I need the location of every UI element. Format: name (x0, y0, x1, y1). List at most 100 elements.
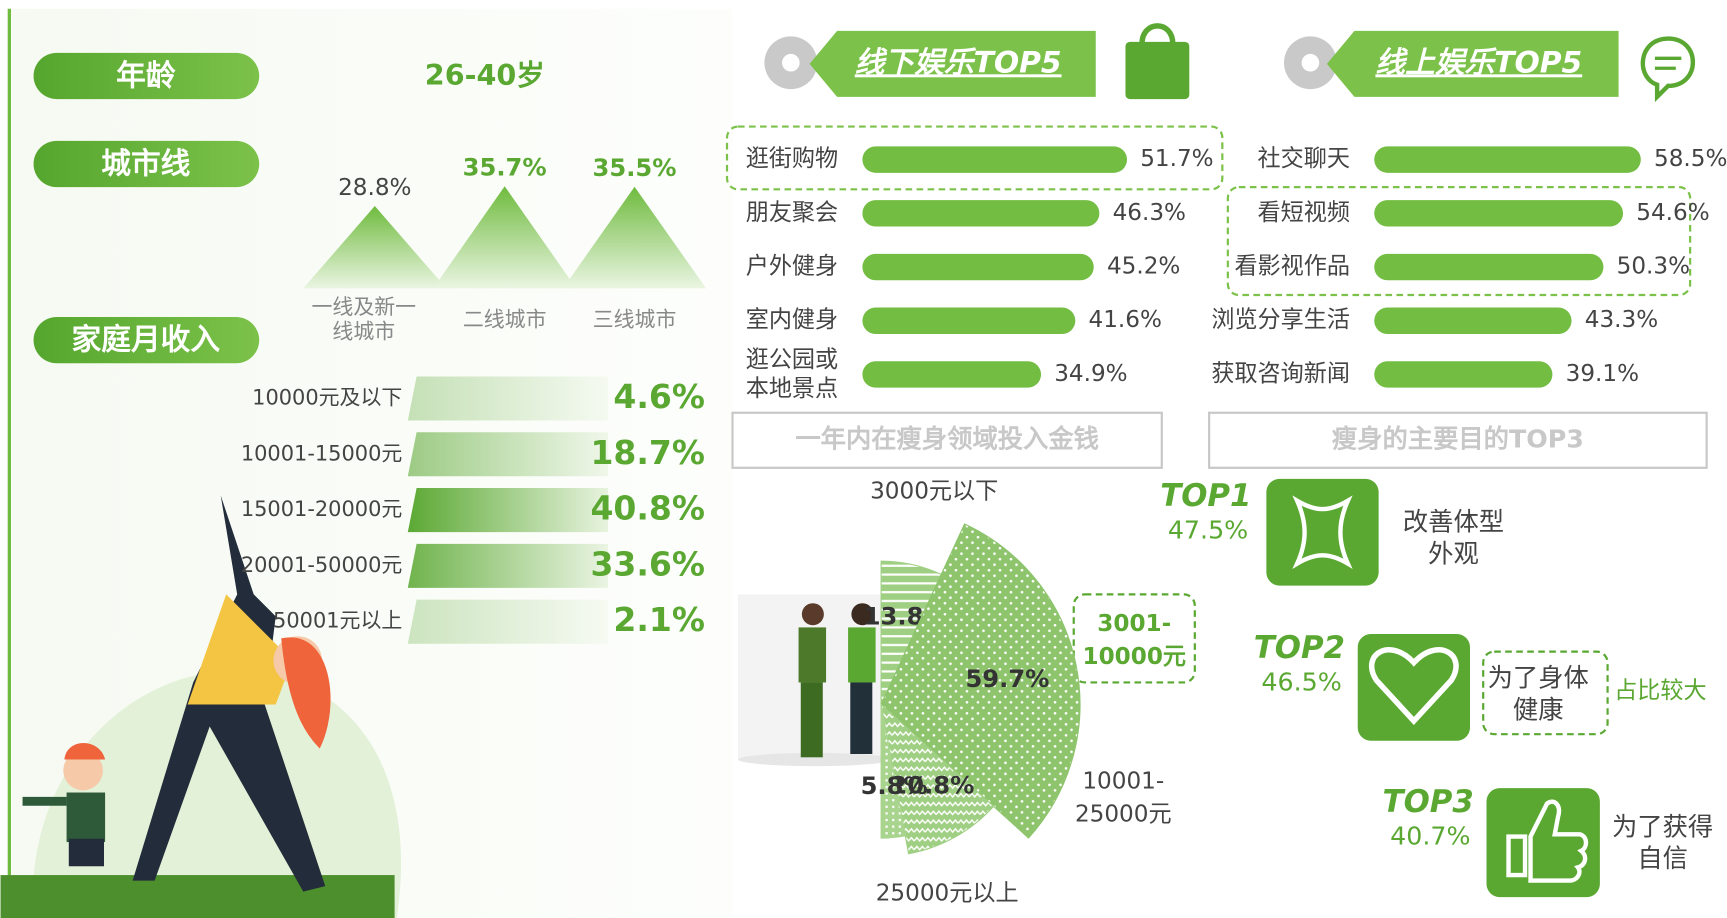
purpose-label: 改善体型外观 (1403, 507, 1504, 568)
category-label: 逛公园或本地景点 (746, 347, 838, 402)
bar (1374, 253, 1604, 281)
purpose-icons (1266, 478, 1600, 898)
purpose-label: 为了获得自信 (1612, 812, 1713, 873)
value-label: 39.1% (1566, 361, 1639, 387)
value-label: 43.3% (1585, 307, 1658, 333)
value-label: 50.3% (1617, 254, 1690, 280)
bar (862, 361, 1042, 388)
category-label: 朋友聚会 (746, 200, 838, 226)
text-line: 健康 (1513, 696, 1564, 725)
bar (407, 376, 609, 421)
text-line: 本地景点 (746, 375, 838, 401)
value-label: 4.6% (613, 377, 705, 416)
value-label: 34.9% (1054, 361, 1127, 387)
category-label: 20001-50000元 (241, 553, 403, 577)
purpose-label: 为了身体健康 (1488, 664, 1589, 725)
offline-title: 线下娱乐TOP5 (855, 45, 1062, 80)
pill (33, 52, 260, 100)
city-title: 城市线 (101, 147, 190, 182)
value-label: 45.2% (1107, 254, 1180, 280)
value-label: 46.3% (1113, 200, 1186, 226)
pie-slice (880, 523, 1081, 839)
bar (407, 488, 609, 533)
category-label: 10001- 25000元 (1075, 768, 1172, 827)
section-box (731, 411, 1163, 469)
online-title: 线上娱乐TOP5 (1375, 45, 1582, 80)
bar (1374, 146, 1641, 173)
bar (407, 432, 609, 477)
highlight-box (1072, 593, 1196, 684)
text-line: 自信 (1637, 844, 1688, 873)
text-line: 外观 (1428, 539, 1479, 568)
share: 46.5% (1261, 668, 1341, 697)
mountain (433, 186, 577, 289)
value-label: 2.1% (613, 600, 705, 639)
text-line: 改善体型 (1403, 507, 1504, 536)
text-line: 为了身体 (1488, 664, 1589, 693)
women-illustration (738, 594, 904, 767)
rank: TOP3 (1383, 784, 1474, 820)
category-label: 三线城市 (593, 307, 677, 331)
text-line: 10000元 (1083, 644, 1187, 670)
text-line: 10001- (1082, 768, 1164, 794)
category-label: 50001元以上 (273, 609, 402, 633)
age-label: 年龄 (116, 59, 176, 94)
share: 47.5% (1168, 516, 1248, 545)
annotation: 占比较大 (1614, 678, 1706, 704)
category-label: 二线城市 (463, 307, 547, 331)
category-label: 逛街购物 (746, 146, 838, 172)
highlight-box (725, 125, 1224, 191)
category-label: 15001-20000元 (241, 497, 403, 521)
bar (862, 307, 1076, 334)
text-line: 一线及新一 (312, 295, 417, 319)
value-label: 40.8% (590, 489, 705, 528)
category-label: 看短视频 (1258, 200, 1350, 226)
category-label: 获取咨询新闻 (1211, 361, 1350, 387)
category-label: 室内健身 (746, 307, 838, 333)
category-label: 社交聊天 (1258, 146, 1350, 172)
bar (862, 200, 1100, 227)
value-label: 41.6% (1089, 307, 1162, 333)
category-label: 看影视作品 (1234, 254, 1350, 280)
value-label: 28.8% (338, 175, 411, 201)
value-label: 18.7% (590, 433, 705, 472)
category-label: 户外健身 (746, 254, 838, 280)
online-banner (1283, 30, 1695, 103)
value-label: 51.7% (1140, 146, 1213, 172)
category-label: 3001- 10000元 (1083, 611, 1187, 670)
bar (407, 599, 609, 644)
offline-banner (764, 23, 1190, 100)
category-label: 25000元以上 (876, 880, 1019, 906)
category-label: 一线及新一线城市 (312, 295, 417, 343)
text-line: 为了获得 (1612, 812, 1713, 841)
purpose-title: 瘦身的主要目的TOP3 (1332, 424, 1584, 453)
mountain (303, 205, 447, 289)
value-label: 54.6% (1636, 200, 1709, 226)
value-label: 58.5% (1654, 146, 1727, 172)
value-label: 35.5% (593, 154, 677, 182)
value-label: 35.7% (463, 154, 547, 182)
rank: TOP1 (1160, 478, 1251, 514)
bar (1374, 200, 1624, 227)
bar (862, 146, 1128, 173)
rank: TOP2 (1254, 630, 1345, 666)
slice-label: 59.7% (965, 665, 1049, 693)
slice-label: 20.8% (890, 772, 974, 800)
bar (1374, 307, 1572, 334)
yoga-illustration (0, 495, 402, 918)
text-line: 25000元 (1075, 801, 1172, 827)
age-value: 26-40岁 (425, 58, 545, 92)
category-label: 10000元及以下 (252, 385, 402, 409)
highlight-box (1482, 650, 1609, 736)
section-box (1208, 411, 1708, 469)
share: 40.7% (1390, 822, 1470, 851)
text-line: 3001- (1097, 611, 1171, 637)
category-label: 3000元以下 (870, 479, 998, 505)
slice-label: 5.8% (861, 772, 928, 800)
text-line: 线城市 (332, 319, 395, 343)
pill (33, 140, 260, 188)
bar (1374, 361, 1553, 388)
bar (407, 543, 609, 588)
